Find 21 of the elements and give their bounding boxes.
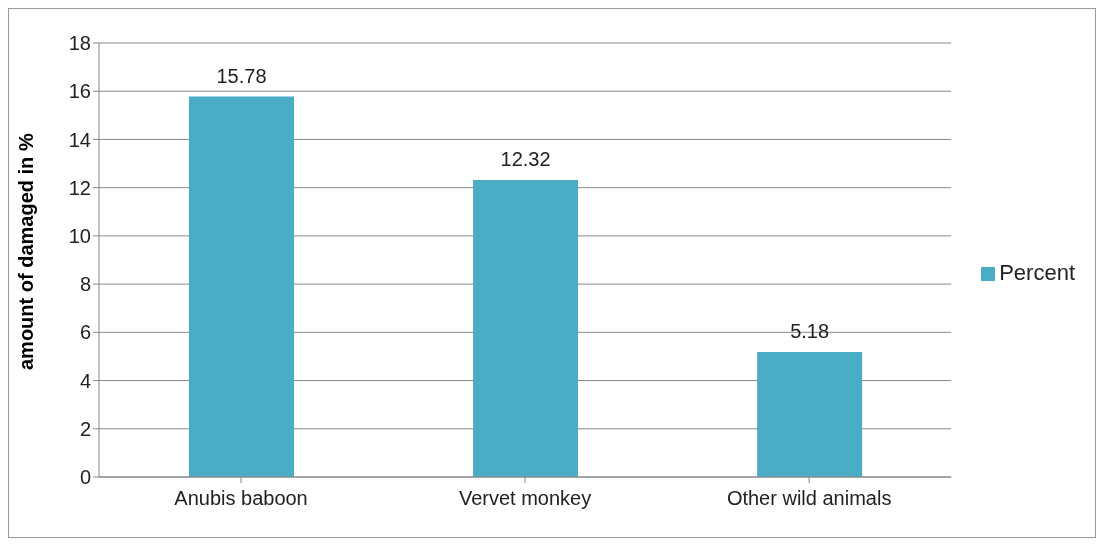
y-tick-label: 2 — [79, 417, 91, 440]
data-label: 15.78 — [216, 64, 267, 87]
y-tick-label: 0 — [79, 466, 91, 489]
x-tick-label: Other wild animals — [726, 487, 892, 510]
x-tick-label: Anubis baboon — [174, 487, 308, 510]
data-label: 5.18 — [790, 320, 830, 343]
legend-label: Percent — [999, 260, 1075, 285]
y-tick-label: 16 — [68, 80, 91, 103]
y-axis-title: amount of damaged in % — [15, 133, 38, 370]
bar — [757, 352, 863, 477]
y-tick-label: 6 — [79, 321, 91, 344]
y-tick-label: 10 — [68, 224, 91, 247]
x-tick-label: Vervet monkey — [458, 487, 592, 510]
y-tick-label: 18 — [68, 32, 91, 55]
data-label: 12.32 — [500, 147, 551, 170]
y-tick-label: 14 — [68, 128, 91, 151]
bar — [189, 96, 294, 477]
y-tick-label: 8 — [79, 273, 91, 296]
bar — [473, 179, 579, 477]
y-tick-label: 4 — [79, 369, 91, 392]
y-tick-label: 12 — [68, 176, 91, 199]
